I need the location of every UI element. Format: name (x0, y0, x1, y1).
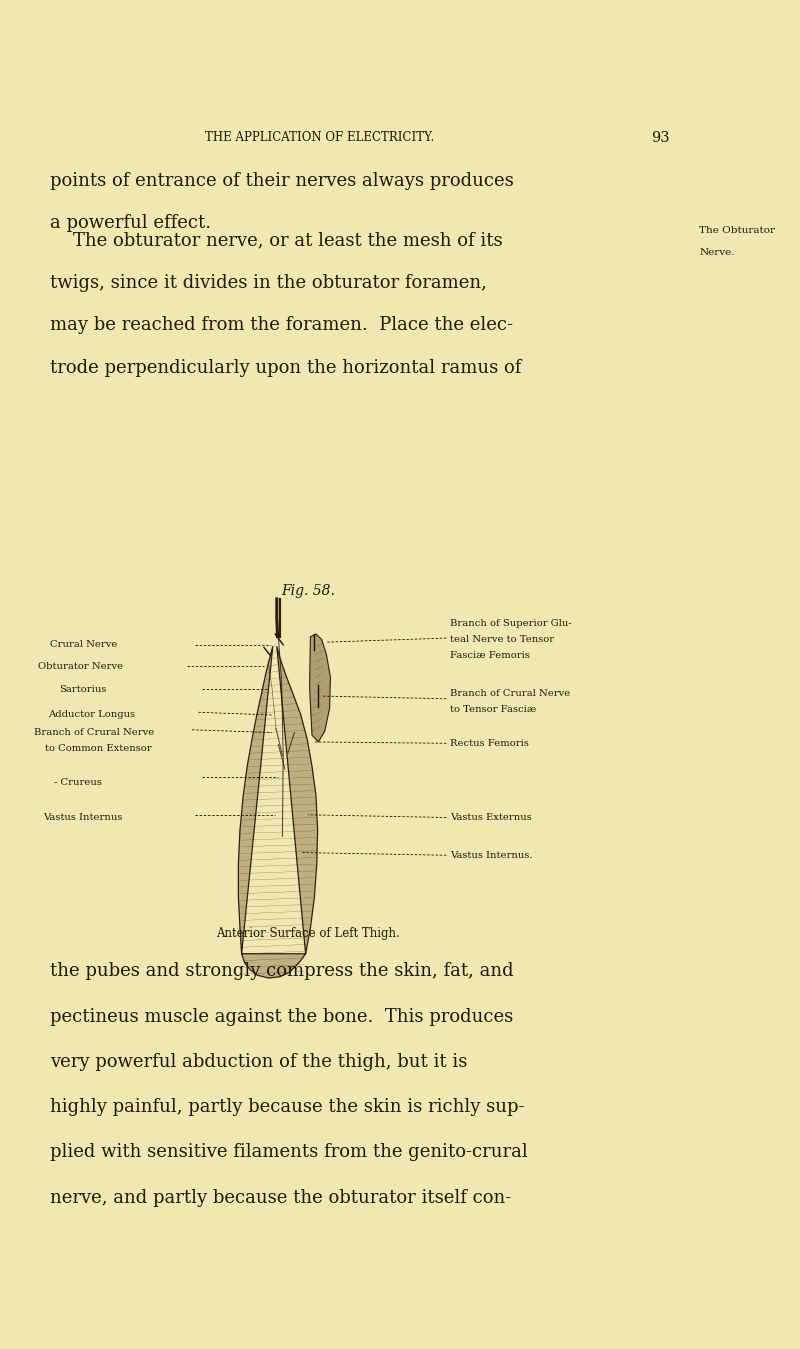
Text: trode perpendicularly upon the horizontal ramus of: trode perpendicularly upon the horizonta… (50, 359, 522, 378)
Text: Rectus Femoris: Rectus Femoris (450, 739, 529, 747)
Text: the pubes and strongly compress the skin, fat, and: the pubes and strongly compress the skin… (50, 962, 514, 981)
Text: Branch of Crural Nerve: Branch of Crural Nerve (450, 689, 570, 697)
Text: Branch of Superior Glu-: Branch of Superior Glu- (450, 619, 571, 627)
Text: Vastus Internus: Vastus Internus (43, 813, 122, 822)
Text: The Obturator: The Obturator (699, 227, 775, 235)
Text: Branch of Crural Nerve: Branch of Crural Nerve (34, 728, 154, 737)
Text: to Common Extensor: to Common Extensor (45, 745, 151, 753)
Text: pectineus muscle against the bone.  This produces: pectineus muscle against the bone. This … (50, 1008, 514, 1025)
Text: Sartorius: Sartorius (59, 685, 106, 693)
Text: to Tensor Fasciæ: to Tensor Fasciæ (450, 706, 536, 714)
Text: Nerve.: Nerve. (699, 248, 734, 256)
Text: nerve, and partly because the obturator itself con-: nerve, and partly because the obturator … (50, 1188, 512, 1206)
Polygon shape (238, 646, 318, 978)
Text: Obturator Nerve: Obturator Nerve (38, 662, 123, 670)
Text: - Crureus: - Crureus (54, 778, 102, 786)
Text: 93: 93 (650, 131, 670, 144)
Text: The obturator nerve, or at least the mesh of its: The obturator nerve, or at least the mes… (50, 231, 503, 250)
Text: Anterior Surface of Left Thigh.: Anterior Surface of Left Thigh. (216, 927, 400, 940)
Text: Vastus Externus: Vastus Externus (450, 813, 531, 822)
Text: may be reached from the foramen.  Place the elec-: may be reached from the foramen. Place t… (50, 317, 514, 335)
Polygon shape (310, 634, 330, 742)
Text: Crural Nerve: Crural Nerve (50, 641, 117, 649)
Text: teal Nerve to Tensor: teal Nerve to Tensor (450, 635, 554, 643)
Text: Fasciæ Femoris: Fasciæ Femoris (450, 652, 530, 660)
Text: Vastus Internus.: Vastus Internus. (450, 851, 532, 859)
Text: very powerful abduction of the thigh, but it is: very powerful abduction of the thigh, bu… (50, 1052, 468, 1071)
Text: a powerful effect.: a powerful effect. (50, 214, 211, 232)
Text: twigs, since it divides in the obturator foramen,: twigs, since it divides in the obturator… (50, 274, 487, 291)
Text: Adductor Longus: Adductor Longus (48, 711, 135, 719)
Text: points of entrance of their nerves always produces: points of entrance of their nerves alway… (50, 171, 514, 190)
Text: THE APPLICATION OF ELECTRICITY.: THE APPLICATION OF ELECTRICITY. (206, 131, 434, 144)
Text: highly painful, partly because the skin is richly sup-: highly painful, partly because the skin … (50, 1098, 525, 1116)
Text: Fig. 58.: Fig. 58. (281, 584, 335, 598)
Text: plied with sensitive filaments from the genito-crural: plied with sensitive filaments from the … (50, 1144, 528, 1161)
